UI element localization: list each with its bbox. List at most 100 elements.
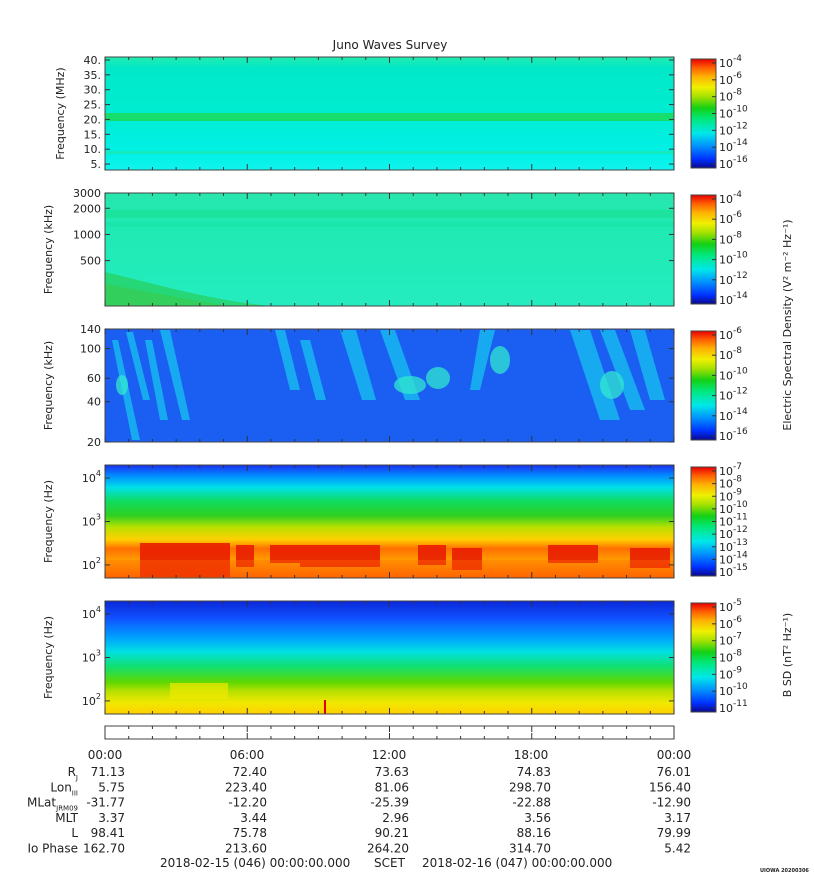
colorbar-tick-label: 10-11 <box>719 699 748 715</box>
footer-end-time: 2018-02-16 (047) 00:00:00.000 <box>422 856 612 870</box>
y-axis-label: Frequency (kHz) <box>42 205 55 294</box>
y-tick-label: 40 <box>87 396 101 409</box>
colorbar-tick-label: 10-14 <box>719 407 748 423</box>
ephemeris-value: 5.42 <box>664 842 691 856</box>
footer-stamp: UIOWA 20200306 <box>760 868 809 874</box>
ephemeris-value: 3.17 <box>664 811 691 825</box>
colorbar-tick-label: 10-12 <box>719 387 748 403</box>
ephemeris-value: 90.21 <box>375 826 409 840</box>
y-tick-label: 30. <box>84 84 102 97</box>
ephemeris-value: 81.06 <box>375 780 409 794</box>
ephemeris-value: 76.01 <box>657 765 691 779</box>
ephemeris-value: 72.40 <box>233 765 267 779</box>
y-tick-label: 100 <box>80 343 101 356</box>
time-label: 00:00 <box>88 748 123 762</box>
colorbar-tick-label: 10-12 <box>719 121 748 137</box>
ephemeris-value: -12.90 <box>652 796 691 810</box>
ephemeris-value: 213.60 <box>225 842 267 856</box>
time-label: 12:00 <box>372 748 407 762</box>
panel-5-lowfreq-patch <box>170 683 228 699</box>
colorbar-tick-label: 10-5 <box>719 598 742 614</box>
ephemeris-value: 73.63 <box>375 765 409 779</box>
time-label: 18:00 <box>514 748 549 762</box>
y-tick-label: 104 <box>82 605 101 621</box>
colorbar-tick-label: 10-8 <box>719 649 742 665</box>
y-axis-label: Frequency (kHz) <box>42 341 55 430</box>
colorbar-tick-label: 10-15 <box>719 563 748 579</box>
colorbars: 10-410-610-810-1010-1210-1410-1610-410-6… <box>690 54 748 715</box>
y-tick-label: 60 <box>87 372 101 385</box>
y-axis-label: Frequency (MHz) <box>54 67 67 159</box>
panel-1: 40. 35. 30. 25.20. 15. 10. 5. <box>84 54 675 171</box>
colorbar <box>690 330 717 441</box>
colorbar-tick-label: 10-8 <box>719 88 742 104</box>
panel-5: 104 103 102 <box>82 600 675 715</box>
colorbar-tick-label: 10-12 <box>719 525 748 541</box>
panel-1-band-21mhz <box>105 113 674 121</box>
ephemeris-value: 79.99 <box>657 826 691 840</box>
colorbar-tick-label: 10-7 <box>719 462 742 478</box>
y-axis-label: Frequency (Hz) <box>42 480 55 563</box>
colorbar-tick-label: 10-14 <box>719 291 748 307</box>
panel-2-spectrogram <box>105 193 674 306</box>
colorbar-tick-label: 10-8 <box>719 346 742 362</box>
ephemeris-value: -22.88 <box>512 796 551 810</box>
y-tick-label: 102 <box>82 556 101 572</box>
y-tick-label: 500 <box>80 255 101 268</box>
colorbar-tick-label: 10-8 <box>719 475 742 491</box>
panel-2: 3000 2000 1000 500 <box>73 187 675 307</box>
ephemeris-value: 75.78 <box>233 826 267 840</box>
y-tick-label: 103 <box>82 513 101 529</box>
figure-title: Juno Waves Survey <box>332 38 448 52</box>
y-tick-label: 40. <box>84 54 102 67</box>
ephemeris-value: 156.40 <box>649 780 691 794</box>
panel-1-faint-band <box>105 151 674 154</box>
colorbar-tick-label: 10-6 <box>719 326 742 342</box>
ephemeris-value: 71.13 <box>91 765 125 779</box>
colorbar <box>690 58 717 169</box>
y-tick-label: 103 <box>82 649 101 665</box>
colorbar-tick-label: 10-7 <box>719 632 742 648</box>
colorbar-tick-label: 10-9 <box>719 487 742 503</box>
ephemeris-row-label: LonIII <box>50 780 78 797</box>
time-label: 00:00 <box>657 748 692 762</box>
colorbar-tick-label: 10-10 <box>719 251 748 267</box>
colorbar-tick-label: 10-14 <box>719 138 748 154</box>
ephemeris-row-label: MLT <box>55 811 78 825</box>
ephemeris-row-label: Io Phase <box>27 842 78 856</box>
ephemeris-value: 162.70 <box>83 842 125 856</box>
y-tick-label: 25. <box>84 99 102 112</box>
time-axis-strip <box>104 725 675 740</box>
ephemeris-value: -31.77 <box>86 796 125 810</box>
footer-start-time: 2018-02-15 (046) 00:00:00.000 <box>160 856 350 870</box>
y-tick-label: 35. <box>84 69 102 82</box>
y-axis-label: Frequency (Hz) <box>42 616 55 699</box>
colorbar-tick-label: 10-10 <box>719 500 748 516</box>
ephemeris-value: 3.37 <box>98 811 125 825</box>
ephemeris-value: 2.96 <box>382 811 409 825</box>
ephemeris-value: 298.70 <box>509 780 551 794</box>
y-tick-label: 140 <box>80 323 101 336</box>
y-tick-label: 2000 <box>73 202 101 215</box>
ephemeris-value: 74.83 <box>517 765 551 779</box>
colorbar-tick-label: 10-16 <box>719 427 748 443</box>
colorbar-tick-label: 10-14 <box>719 550 748 566</box>
ephemeris-row-label: RJ <box>68 765 78 782</box>
y-tick-label: 3000 <box>73 187 101 200</box>
electric-spectral-density-label: Electric Spectral Density (V² m⁻² Hz⁻¹) <box>781 219 794 430</box>
ephemeris-value: 264.20 <box>367 842 409 856</box>
y-tick-label: 20 <box>87 436 101 449</box>
ephemeris-value: 98.41 <box>91 826 125 840</box>
panel-3: 140 100 60 40 20 <box>80 323 675 449</box>
colorbar-tick-label: 10-9 <box>719 665 742 681</box>
footer-scet: SCET <box>374 856 406 870</box>
colorbar-tick-label: 10-6 <box>719 71 742 87</box>
colorbar-tick-label: 10-13 <box>719 538 748 554</box>
colorbar <box>690 602 717 713</box>
colorbar-tick-label: 10-16 <box>719 155 748 171</box>
ephemeris-value: 223.40 <box>225 780 267 794</box>
colorbar-tick-label: 10-10 <box>719 105 748 121</box>
y-tick-label: 1000 <box>73 228 101 241</box>
colorbar-tick-label: 10-6 <box>719 615 742 631</box>
